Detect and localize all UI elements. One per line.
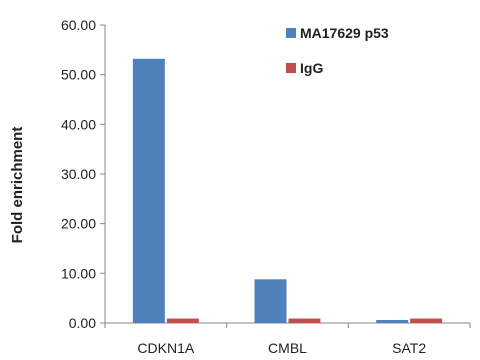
legend-label: IgG <box>300 60 323 76</box>
y-tick-label: 30.00 <box>61 166 96 182</box>
bar-p53-cmbl <box>254 279 287 323</box>
bar-igg-cdkn1a <box>166 318 199 323</box>
x-axis: CDKN1A CMBL SAT2 <box>104 322 471 356</box>
bar-igg-sat2 <box>410 318 443 323</box>
bar-p53-sat2 <box>376 320 409 323</box>
bar-igg-cmbl <box>288 318 321 323</box>
legend: MA17629 p53 IgG <box>286 25 389 76</box>
legend-swatch <box>286 63 296 73</box>
y-axis-title: Fold enrichment <box>9 127 26 244</box>
y-tick-label: 10.00 <box>61 265 96 281</box>
bars <box>132 58 443 323</box>
y-tick-label: 0.00 <box>69 315 96 331</box>
y-tick-label: 40.00 <box>61 116 96 132</box>
y-tick-label: 50.00 <box>61 67 96 83</box>
legend-swatch <box>286 28 296 38</box>
x-tick-label: CMBL <box>268 340 307 356</box>
x-tick-label: CDKN1A <box>137 340 194 356</box>
bar-p53-cdkn1a <box>132 58 165 323</box>
y-axis: 0.00 10.00 20.00 30.00 40.00 50.00 60.00 <box>61 17 106 331</box>
legend-label: MA17629 p53 <box>300 25 389 41</box>
y-tick-label: 60.00 <box>61 17 96 33</box>
x-tick-label: SAT2 <box>392 340 426 356</box>
y-tick-label: 20.00 <box>61 216 96 232</box>
